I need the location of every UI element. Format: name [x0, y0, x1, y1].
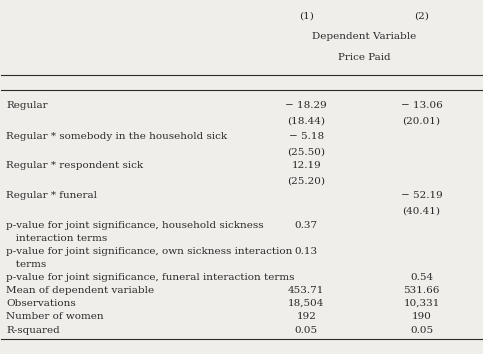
Text: p-value for joint significance, own sickness interaction: p-value for joint significance, own sick… — [6, 247, 293, 256]
Text: Number of women: Number of women — [6, 312, 104, 321]
Text: (25.50): (25.50) — [287, 147, 326, 156]
Text: interaction terms: interaction terms — [6, 234, 107, 243]
Text: 0.54: 0.54 — [410, 273, 433, 281]
Text: 0.05: 0.05 — [410, 326, 433, 335]
Text: Regular * respondent sick: Regular * respondent sick — [6, 161, 143, 170]
Text: − 5.18: − 5.18 — [289, 132, 324, 141]
Text: (20.01): (20.01) — [403, 116, 440, 126]
Text: p-value for joint significance, funeral interaction terms: p-value for joint significance, funeral … — [6, 273, 295, 281]
Text: 0.37: 0.37 — [295, 221, 318, 230]
Text: − 13.06: − 13.06 — [401, 102, 442, 110]
Text: 190: 190 — [412, 312, 431, 321]
Text: 18,504: 18,504 — [288, 299, 325, 308]
Text: p-value for joint significance, household sickness: p-value for joint significance, househol… — [6, 221, 264, 230]
Text: 12.19: 12.19 — [291, 161, 321, 170]
Text: 0.13: 0.13 — [295, 247, 318, 256]
Text: Dependent Variable: Dependent Variable — [312, 32, 416, 41]
Text: (18.44): (18.44) — [287, 116, 326, 126]
Text: Observations: Observations — [6, 299, 76, 308]
Text: Regular: Regular — [6, 102, 48, 110]
Text: Regular * funeral: Regular * funeral — [6, 191, 97, 200]
Text: Price Paid: Price Paid — [338, 53, 390, 62]
Text: 453.71: 453.71 — [288, 286, 325, 295]
Text: (2): (2) — [414, 12, 429, 21]
Text: 10,331: 10,331 — [403, 299, 440, 308]
Text: R-squared: R-squared — [6, 326, 60, 335]
Text: − 18.29: − 18.29 — [285, 102, 327, 110]
Text: 531.66: 531.66 — [403, 286, 440, 295]
Text: (40.41): (40.41) — [403, 206, 440, 215]
Text: terms: terms — [6, 260, 46, 269]
Text: 192: 192 — [297, 312, 316, 321]
Text: Mean of dependent variable: Mean of dependent variable — [6, 286, 154, 295]
Text: − 52.19: − 52.19 — [401, 191, 442, 200]
Text: (25.20): (25.20) — [287, 176, 326, 185]
Text: Regular * somebody in the household sick: Regular * somebody in the household sick — [6, 132, 227, 141]
Text: 0.05: 0.05 — [295, 326, 318, 335]
Text: (1): (1) — [299, 12, 314, 21]
